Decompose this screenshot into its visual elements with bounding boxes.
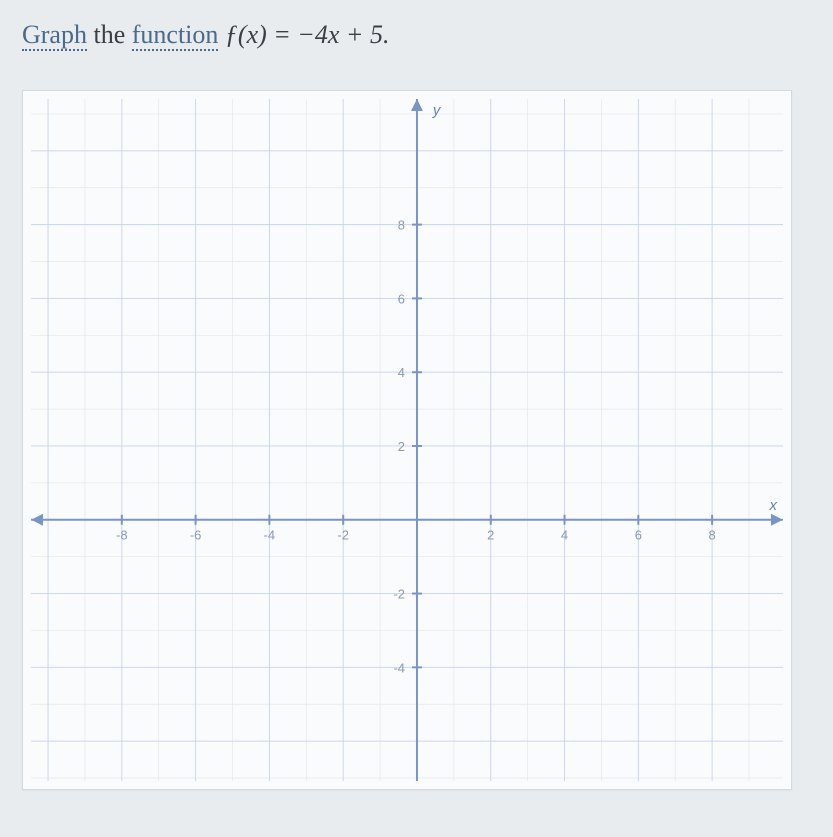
coordinate-grid[interactable]: -8 -6 -4 -2 2 4 6 8 8 6 4 2 -2 -4 y x bbox=[23, 91, 791, 789]
svg-text:2: 2 bbox=[398, 439, 405, 454]
graph-panel[interactable]: -8 -6 -4 -2 2 4 6 8 8 6 4 2 -2 -4 y x bbox=[22, 90, 792, 790]
svg-text:-8: -8 bbox=[116, 528, 128, 543]
keyword-link-graph[interactable]: Graph bbox=[22, 20, 87, 51]
svg-text:-2: -2 bbox=[337, 528, 349, 543]
svg-text:-6: -6 bbox=[190, 528, 202, 543]
equation-text: ƒ(x) = −4x + 5. bbox=[218, 20, 389, 49]
svg-text:4: 4 bbox=[561, 528, 568, 543]
question-prompt: Graph the function ƒ(x) = −4x + 5. bbox=[22, 18, 811, 52]
svg-text:2: 2 bbox=[487, 528, 494, 543]
svg-text:-4: -4 bbox=[393, 660, 405, 675]
svg-text:-2: -2 bbox=[393, 586, 405, 601]
svg-text:8: 8 bbox=[709, 528, 716, 543]
svg-text:y: y bbox=[432, 102, 442, 119]
svg-text:4: 4 bbox=[398, 365, 405, 380]
svg-text:6: 6 bbox=[635, 528, 642, 543]
prompt-text-the: the bbox=[87, 20, 132, 49]
svg-text:-4: -4 bbox=[264, 528, 276, 543]
svg-text:6: 6 bbox=[398, 291, 405, 306]
svg-text:x: x bbox=[768, 497, 777, 514]
svg-text:8: 8 bbox=[398, 217, 405, 232]
keyword-link-function[interactable]: function bbox=[132, 20, 219, 51]
